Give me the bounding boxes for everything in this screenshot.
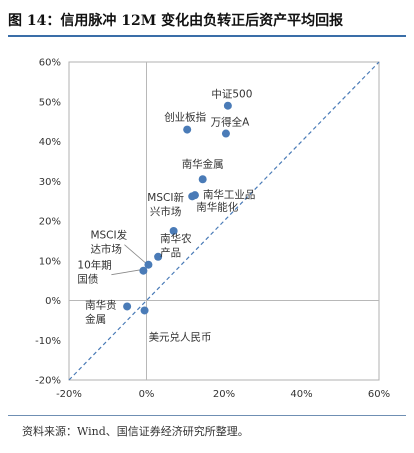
data-point: [140, 306, 149, 315]
point-label-line: 10年期: [77, 259, 111, 272]
data-point: [221, 129, 230, 138]
y-tick-label: 60%: [39, 58, 61, 69]
data-point: [223, 101, 232, 110]
point-label-line: 金属: [85, 312, 106, 325]
point-label: 美元兑人民币: [149, 330, 212, 343]
plot-frame: [68, 61, 380, 381]
data-point: [198, 175, 207, 184]
data-point: [169, 226, 178, 235]
label-leaders: [111, 244, 147, 276]
data-point: [183, 125, 192, 134]
point-label: 南华贵金属: [85, 298, 117, 325]
source-note: 资料来源：Wind、国信证券经济研究所整理。: [22, 425, 249, 438]
y-tick-label: 30%: [39, 177, 61, 188]
diagonal-line: [68, 61, 380, 381]
data-point: [144, 260, 153, 269]
data-point: [188, 192, 197, 201]
title-rule: [8, 35, 406, 37]
point-label: 中证500: [211, 88, 252, 101]
x-tick-label: 40%: [290, 389, 312, 400]
point-label-line: 达市场: [90, 243, 122, 256]
x-tick-label: 0%: [139, 389, 155, 400]
point-label-line: 南华能化: [196, 200, 238, 213]
data-point: [139, 266, 148, 275]
point-label-line: 创业板指: [164, 111, 206, 124]
x-tick-label: 60%: [368, 389, 390, 400]
data-point: [154, 252, 163, 261]
x-axis-ticks: -20% 0% 20% 40% 60%: [56, 389, 390, 400]
x-tick-label: -20%: [56, 389, 82, 400]
y-tick-label: -20%: [35, 376, 61, 387]
y-tick-label: 50%: [39, 97, 61, 108]
point-label-line: 南华工业品: [203, 188, 256, 201]
point-label-line: 美元兑人民币: [149, 330, 212, 343]
point-label: 创业板指: [164, 111, 206, 124]
point-label-line: 南华贵: [85, 298, 117, 311]
label-leader-line: [111, 269, 142, 276]
point-label-line: 南华农: [160, 232, 192, 245]
y-tick-label: 40%: [39, 137, 61, 148]
y-tick-label: 10%: [39, 256, 61, 267]
point-label: 南华金属: [182, 157, 224, 170]
figure-title: 图 14：信用脉冲 12M 变化由负转正后资产平均回报: [8, 13, 344, 29]
data-points: [123, 101, 232, 315]
y-axis-ticks: 60% 50% 40% 30% 20% 10% 0% -10% -20%: [35, 58, 61, 387]
point-label-line: 中证500: [211, 88, 252, 101]
point-label-line: 兴市场: [150, 205, 182, 218]
point-label: MSCI新兴市场: [147, 191, 184, 218]
data-point: [123, 302, 132, 311]
point-label: 南华能化: [196, 200, 238, 213]
point-label-line: MSCI发: [90, 229, 127, 242]
point-label: MSCI发达市场: [90, 229, 127, 256]
point-label: 南华工业品: [203, 188, 256, 201]
point-label-line: 产品: [160, 246, 181, 259]
point-label-line: MSCI新: [147, 191, 184, 204]
label-leader-line: [124, 244, 147, 265]
point-label: 南华农产品: [160, 232, 192, 259]
source-rule: [8, 415, 406, 416]
y-tick-label: 0%: [45, 296, 61, 307]
point-label-line: 万得全A: [211, 116, 250, 129]
point-label-line: 国债: [77, 273, 98, 286]
point-label: 万得全A: [211, 116, 250, 129]
y-tick-label: -10%: [35, 336, 61, 347]
y-tick-label: 20%: [39, 217, 61, 228]
reference-diagonal: [68, 61, 380, 381]
plot-border: [68, 61, 380, 381]
point-label-line: 南华金属: [182, 157, 224, 170]
point-label: 10年期国债: [77, 259, 111, 286]
x-tick-label: 20%: [213, 389, 235, 400]
